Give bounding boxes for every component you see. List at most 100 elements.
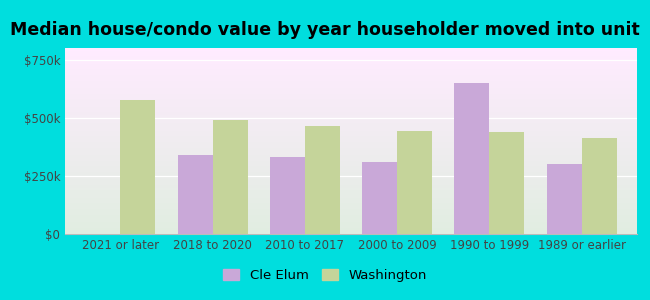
Bar <box>65 50 637 52</box>
Bar <box>65 130 637 132</box>
Bar <box>65 61 637 63</box>
Bar <box>65 119 637 121</box>
Bar <box>65 143 637 145</box>
Bar <box>65 115 637 117</box>
Bar <box>65 121 637 122</box>
Bar <box>65 117 637 119</box>
Bar <box>65 150 637 152</box>
Bar <box>547 164 582 234</box>
Bar <box>65 134 637 135</box>
Bar <box>65 172 637 175</box>
Bar <box>65 94 637 96</box>
Bar <box>65 186 637 188</box>
Bar <box>65 212 637 214</box>
Bar <box>65 107 637 110</box>
Bar <box>65 206 637 208</box>
Bar <box>65 208 637 210</box>
Bar <box>65 82 637 83</box>
Bar <box>65 156 637 158</box>
Bar <box>65 141 637 143</box>
Bar <box>65 56 637 57</box>
Bar <box>65 111 637 113</box>
Bar <box>65 135 637 137</box>
Bar <box>65 202 637 204</box>
Bar <box>397 130 432 234</box>
Bar <box>65 191 637 193</box>
Bar <box>65 80 637 82</box>
Bar <box>65 176 637 178</box>
Bar <box>65 193 637 195</box>
Bar <box>65 160 637 161</box>
Bar <box>65 137 637 139</box>
Bar <box>65 169 637 171</box>
Bar <box>65 197 637 199</box>
Bar <box>213 120 248 234</box>
Bar <box>65 215 637 217</box>
Bar <box>65 124 637 126</box>
Bar <box>362 162 397 234</box>
Bar <box>65 214 637 215</box>
Bar <box>65 148 637 150</box>
Bar <box>177 155 213 234</box>
Bar <box>65 154 637 156</box>
Bar <box>65 98 637 100</box>
Bar <box>65 158 637 160</box>
Bar <box>65 175 637 176</box>
Bar <box>582 137 617 234</box>
Bar <box>65 204 637 206</box>
Bar <box>65 163 637 165</box>
Bar <box>65 182 637 184</box>
Bar <box>65 83 637 85</box>
Bar <box>65 226 637 228</box>
Bar <box>65 100 637 102</box>
Bar <box>65 91 637 93</box>
Bar <box>270 157 305 234</box>
Bar <box>65 178 637 180</box>
Bar <box>65 96 637 98</box>
Bar <box>65 199 637 200</box>
Bar <box>65 195 637 197</box>
Bar <box>65 68 637 70</box>
Bar <box>65 59 637 61</box>
Bar <box>65 147 637 148</box>
Bar <box>65 167 637 169</box>
Bar <box>65 161 637 163</box>
Bar <box>65 54 637 56</box>
Bar <box>65 221 637 223</box>
Bar <box>65 113 637 115</box>
Bar <box>65 188 637 189</box>
Bar <box>65 65 637 67</box>
Bar <box>65 93 637 94</box>
Bar <box>65 52 637 54</box>
Bar <box>65 78 637 80</box>
Bar <box>65 104 637 106</box>
Bar <box>65 132 637 134</box>
Bar <box>65 232 637 234</box>
Bar <box>65 139 637 141</box>
Bar <box>65 128 637 130</box>
Bar <box>65 70 637 72</box>
Bar <box>65 210 637 212</box>
Bar <box>65 87 637 89</box>
Bar <box>65 228 637 230</box>
Bar <box>65 180 637 182</box>
Bar <box>65 230 637 232</box>
Bar <box>65 74 637 76</box>
Bar <box>65 223 637 225</box>
Bar <box>454 83 489 234</box>
Bar <box>65 122 637 124</box>
Bar <box>65 76 637 78</box>
Bar <box>65 110 637 111</box>
Bar <box>65 165 637 167</box>
Bar <box>65 184 637 186</box>
Bar <box>65 67 637 68</box>
Bar <box>65 219 637 221</box>
Bar <box>305 126 340 234</box>
Bar <box>65 48 637 50</box>
Bar <box>65 152 637 154</box>
Legend: Cle Elum, Washington: Cle Elum, Washington <box>218 264 432 287</box>
Bar <box>65 102 637 104</box>
Bar <box>65 63 637 65</box>
Bar <box>65 85 637 87</box>
Bar <box>65 89 637 91</box>
